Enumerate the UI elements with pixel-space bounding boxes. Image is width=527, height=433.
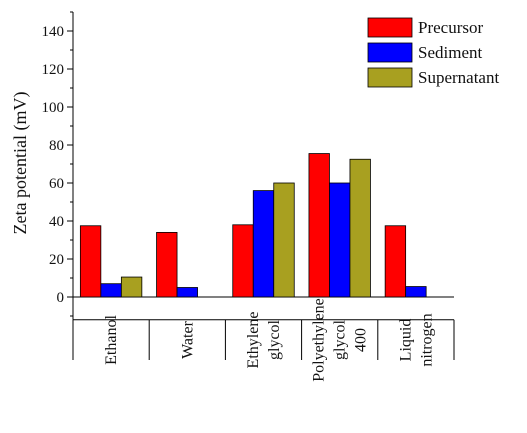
category-label: Water [179,320,196,358]
bar-precursor [384,225,407,298]
legend-label: Supernatant [418,68,499,87]
legend-label: Sediment [418,43,482,62]
bar-precursor [79,225,102,298]
bar-precursor [156,231,178,298]
bar-sediment [100,283,122,298]
legend-swatch [367,17,413,38]
category-label: nitrogen [418,313,435,366]
category-labels: Ethanol Water Ethylene glycol Polyethylene gl… [103,298,435,382]
category-label: Polyethylene [311,298,328,382]
category-label: glycol [332,319,349,360]
category-label: Liquid [397,319,414,362]
bar-precursor [308,153,330,298]
category-label: Ethylene [245,312,262,369]
bar-supernatant [273,182,295,298]
y-axis-title: Zeta potential (mV) [10,92,31,235]
bar-supernatant [349,158,371,298]
bars [79,153,427,298]
bar-sediment [405,286,427,298]
y-tick-label: 40 [49,214,64,230]
y-tick-label: 120 [42,62,65,78]
bar-precursor [232,224,254,298]
bar-supernatant [120,276,143,298]
legend: Precursor Sediment Supernatant [367,17,499,88]
bar-sediment [329,182,351,298]
bar-sediment [252,190,275,298]
bar-sediment [176,287,198,298]
legend-label: Precursor [418,18,483,37]
y-tick-label: 20 [49,252,64,268]
category-label: Ethanol [103,315,120,365]
axes: 0 20 40 60 80 100 120 140 [42,11,455,360]
legend-swatch [367,42,413,63]
y-tick-label: 60 [49,176,64,192]
legend-swatch [367,67,413,88]
y-tick-label: 80 [49,138,64,154]
category-label: 400 [353,328,370,352]
y-tick-label: 0 [57,290,65,306]
y-tick-label: 140 [42,24,65,40]
category-label: glycol [266,319,283,360]
y-tick-label: 100 [42,100,65,116]
